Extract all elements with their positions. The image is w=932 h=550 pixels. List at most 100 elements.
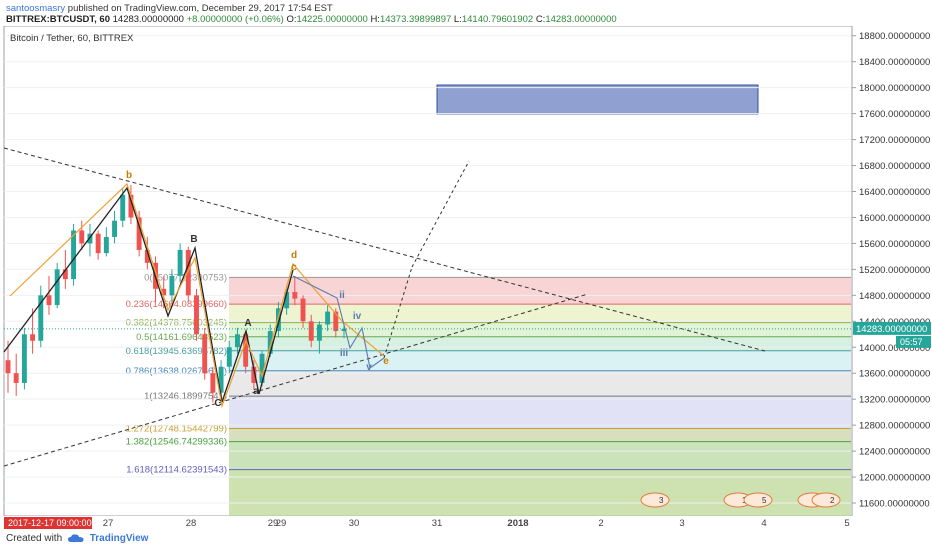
fib-label: 1.272(12748.15442799) xyxy=(126,424,227,435)
x-tick-label: 27 xyxy=(103,518,114,529)
price-axis[interactable]: 18800.00000000 18400.00000000 18000.000000… xyxy=(851,26,932,516)
candle-body xyxy=(341,328,347,332)
fib-band xyxy=(229,304,851,323)
x-tick-label: 29 xyxy=(276,518,287,529)
candle-body xyxy=(185,249,191,296)
time-axis-bg xyxy=(0,516,932,530)
wave-label: v xyxy=(366,362,372,373)
footer: Created with TradingView xyxy=(0,530,932,550)
fib-label: 1.382(12546.74299336) xyxy=(126,437,227,448)
y-tick-label: 13200.00000000 xyxy=(859,395,930,406)
fib-label: 0(15077.22300753) xyxy=(144,272,227,283)
chart-canvas[interactable]: 0(15077.22300753) 0.236(14664.08399660) 0.… xyxy=(0,26,932,530)
high-label: H: xyxy=(370,14,380,25)
target-box[interactable] xyxy=(436,84,759,115)
countdown-label: 05:57 xyxy=(900,337,923,347)
candle-body xyxy=(71,230,77,280)
chart-title: Bitcoin / Tether, 60, BITTREX xyxy=(10,33,134,44)
candle-body xyxy=(243,334,249,367)
y-tick-label: 12800.00000000 xyxy=(859,421,930,432)
y-tick-label: 16800.00000000 xyxy=(859,161,930,172)
candle-body xyxy=(194,295,199,335)
tradingview-brand[interactable]: TradingView xyxy=(89,533,149,544)
price-grid xyxy=(4,35,852,504)
price-axis-bg xyxy=(852,26,932,516)
fib-label: 0.786(13638.02676615) xyxy=(126,366,227,377)
candle-body xyxy=(120,194,126,221)
close-value: 14283.00000000 xyxy=(545,14,617,25)
x-tick-label: 5 xyxy=(844,518,849,529)
wave-label: A xyxy=(244,318,251,329)
current-price-label: 14283.00000000 xyxy=(856,324,927,335)
candle-body xyxy=(38,295,44,341)
wave-label: iii xyxy=(340,348,349,359)
candle-body xyxy=(21,334,27,383)
fib-label: 0.618(13945.63695782) xyxy=(126,346,227,357)
crosshair-date-label: 2017-12-17 09:00:00 xyxy=(8,518,92,528)
candle-body xyxy=(54,269,60,306)
candle-body xyxy=(292,292,298,299)
y-tick-label: 15600.00000000 xyxy=(859,239,930,250)
low-value: 14140.79601902 xyxy=(461,14,534,25)
y-tick-label: 12000.00000000 xyxy=(859,473,930,484)
event-badge[interactable]: 3 xyxy=(640,492,670,508)
y-tick-label: 14800.00000000 xyxy=(859,291,930,302)
x-tick-label: 3 xyxy=(679,518,684,529)
candle-body xyxy=(202,334,208,374)
candle-body xyxy=(235,334,240,348)
fib-label: 0.382(14378.75603245) xyxy=(126,318,227,329)
candle-body xyxy=(267,331,273,354)
publish-info: published on TradingView.com, December 2… xyxy=(67,3,333,14)
wave-label: iv xyxy=(353,311,362,322)
fib-band xyxy=(229,370,851,397)
candle-body xyxy=(5,360,11,374)
fib-band xyxy=(229,322,851,337)
x-tick-label: 28 xyxy=(186,518,197,529)
projection-path xyxy=(411,160,470,268)
candle-body xyxy=(30,334,36,341)
candle-body xyxy=(251,366,257,383)
x-tick-label: 31 xyxy=(432,518,443,529)
candle-body xyxy=(300,298,306,322)
candle-body xyxy=(13,373,19,383)
descending-trendline xyxy=(3,147,766,352)
candle-body xyxy=(284,292,290,309)
wave-label: b xyxy=(126,170,132,181)
wave-label: ii xyxy=(339,290,345,301)
event-flag-icon xyxy=(640,492,670,508)
x-tick-label: 2 xyxy=(598,518,603,529)
wave-blue xyxy=(292,275,385,369)
fib-retracement[interactable]: 0(15077.22300753) 0.236(14664.08399660) 0.… xyxy=(126,272,851,516)
event-badge[interactable]: 2 xyxy=(811,492,841,508)
candle-body xyxy=(62,269,68,280)
candle-body xyxy=(87,233,93,244)
tradingview-logo-icon xyxy=(67,534,84,542)
wave-drawings[interactable]: bABCdceiiiiiivva315542 xyxy=(3,147,852,508)
fib-label: 0.236(14664.08399660) xyxy=(126,299,227,310)
chart-header: santoosmasry published on TradingView.co… xyxy=(0,0,932,26)
event-count: 5 xyxy=(762,496,767,505)
author-link[interactable]: santoosmasry xyxy=(6,3,66,14)
y-tick-label: 12400.00000000 xyxy=(859,447,930,458)
wave-black xyxy=(3,186,294,403)
wave-label: C xyxy=(214,398,221,409)
wave-label: d xyxy=(291,250,297,261)
y-tick-label: 13600.00000000 xyxy=(859,369,930,380)
candle-body xyxy=(325,311,331,325)
candle-body xyxy=(218,366,224,393)
candle-body xyxy=(308,321,314,341)
event-count: 2 xyxy=(830,496,835,505)
ascending-trendline xyxy=(3,293,589,467)
candle-body xyxy=(177,249,183,276)
wave-label: e xyxy=(383,356,389,367)
countdown-tag xyxy=(896,335,931,348)
change-value: +8.00000000 (+0.06%) xyxy=(186,14,284,25)
low-label: L: xyxy=(453,14,462,25)
event-badge[interactable]: 5 xyxy=(743,492,773,508)
candle-body xyxy=(161,288,167,296)
x-tick-label: 30 xyxy=(349,518,360,529)
target-zone[interactable] xyxy=(436,84,759,115)
wave-orange xyxy=(9,182,385,409)
high-value: 14373.39899897 xyxy=(379,14,452,25)
